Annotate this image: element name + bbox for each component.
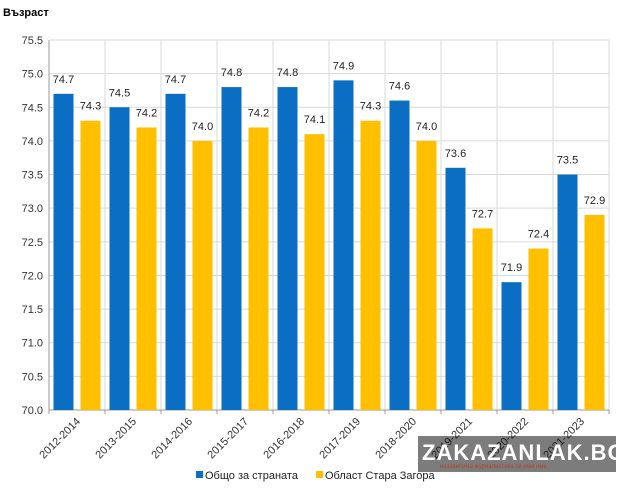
- bar-series-2: [360, 120, 381, 411]
- x-tick-label: 2014-2016: [149, 416, 195, 462]
- legend-label-series-1: Общо за страната: [205, 470, 299, 482]
- x-tick-label: 2015-2017: [205, 416, 251, 462]
- y-tick-label: 73.0: [22, 203, 43, 215]
- data-label-series-2: 72.9: [584, 195, 605, 207]
- data-label-series-1: 74.7: [165, 74, 186, 86]
- legend-label-series-2: Област Стара Загора: [325, 470, 436, 482]
- x-tick-label: 2018-2020: [373, 416, 419, 462]
- data-label-series-1: 71.9: [501, 262, 522, 274]
- bar-series-2: [584, 214, 605, 410]
- bar-series-1: [277, 87, 298, 410]
- y-tick-label: 74.5: [22, 102, 43, 114]
- data-label-series-2: 72.7: [472, 208, 493, 220]
- x-tick-label: 2013-2015: [93, 416, 139, 462]
- bar-series-1: [557, 174, 578, 410]
- data-label-series-2: 74.3: [80, 101, 101, 113]
- data-label-series-1: 74.8: [277, 67, 298, 79]
- y-tick-label: 70.5: [22, 371, 43, 383]
- y-tick-label: 75.5: [22, 35, 43, 47]
- bar-series-2: [248, 127, 269, 411]
- watermark-text: ZAKAZANLAK.BG: [422, 440, 626, 465]
- data-label-series-1: 74.8: [221, 67, 242, 79]
- bar-series-1: [53, 93, 74, 411]
- x-tick-label: 2016-2018: [261, 416, 307, 462]
- data-labels: 74.7 74.5 74.7 74.8 74.8 74.9 74.6 73.6 71.9 73.5…: [53, 60, 605, 274]
- x-tick-label: 2012-2014: [37, 416, 83, 462]
- legend-swatch-series-2: [316, 471, 323, 478]
- y-tick-label: 70.0: [22, 405, 43, 417]
- bar-series-2: [528, 248, 549, 410]
- bar-series-1: [389, 100, 410, 410]
- data-label-series-2: 74.2: [136, 107, 157, 119]
- bar-series-2: [416, 140, 437, 410]
- watermark-logo: ZAKAZANLAK.BG независима журналистика си…: [418, 436, 626, 472]
- data-label-series-1: 74.5: [109, 87, 130, 99]
- y-tick-label: 73.5: [22, 170, 43, 182]
- bar-series-2: [80, 120, 101, 411]
- y-tick-label: 72.5: [22, 237, 43, 249]
- bar-series-1: [221, 87, 242, 410]
- legend-swatch-series-1: [196, 471, 203, 478]
- data-label-series-1: 74.7: [53, 74, 74, 86]
- bar-series-1: [501, 282, 522, 410]
- bar-series-2: [304, 134, 325, 410]
- data-label-series-2: 74.2: [248, 107, 269, 119]
- data-label-series-2: 74.0: [416, 121, 437, 133]
- bars: [53, 80, 605, 411]
- data-label-series-1: 74.9: [333, 60, 354, 72]
- y-tick-label: 72.0: [22, 270, 43, 282]
- bar-series-1: [333, 80, 354, 410]
- data-label-series-2: 74.0: [192, 121, 213, 133]
- legend: Общо за страната Област Стара Загора: [196, 470, 436, 482]
- data-label-series-1: 73.5: [557, 155, 578, 167]
- bar-series-2: [472, 228, 493, 410]
- bar-series-1: [165, 93, 186, 411]
- data-label-series-1: 74.6: [389, 81, 410, 93]
- watermark-subtext: независима журналистика си има име: [440, 464, 547, 470]
- bar-series-1: [445, 167, 466, 410]
- data-label-series-2: 74.3: [360, 101, 381, 113]
- gridlines: [48, 39, 610, 414]
- y-axis-ticks: 70.0 70.5 71.0 71.5 72.0 72.5 73.0 73.5 74.0 74.5…: [22, 35, 43, 417]
- watermark-background: [418, 436, 616, 472]
- data-label-series-1: 73.6: [445, 148, 466, 160]
- x-tick-label: 2017-2019: [317, 416, 363, 462]
- data-label-series-2: 74.1: [304, 114, 325, 126]
- bar-series-2: [192, 140, 213, 410]
- y-axis-label: Възраст: [3, 7, 49, 19]
- y-tick-label: 71.5: [22, 304, 43, 316]
- data-label-series-2: 72.4: [528, 229, 549, 241]
- bar-series-1: [109, 107, 130, 410]
- y-tick-label: 71.0: [22, 338, 43, 350]
- y-tick-label: 74.0: [22, 136, 43, 148]
- bar-series-2: [136, 127, 157, 411]
- y-tick-label: 75.0: [22, 69, 43, 81]
